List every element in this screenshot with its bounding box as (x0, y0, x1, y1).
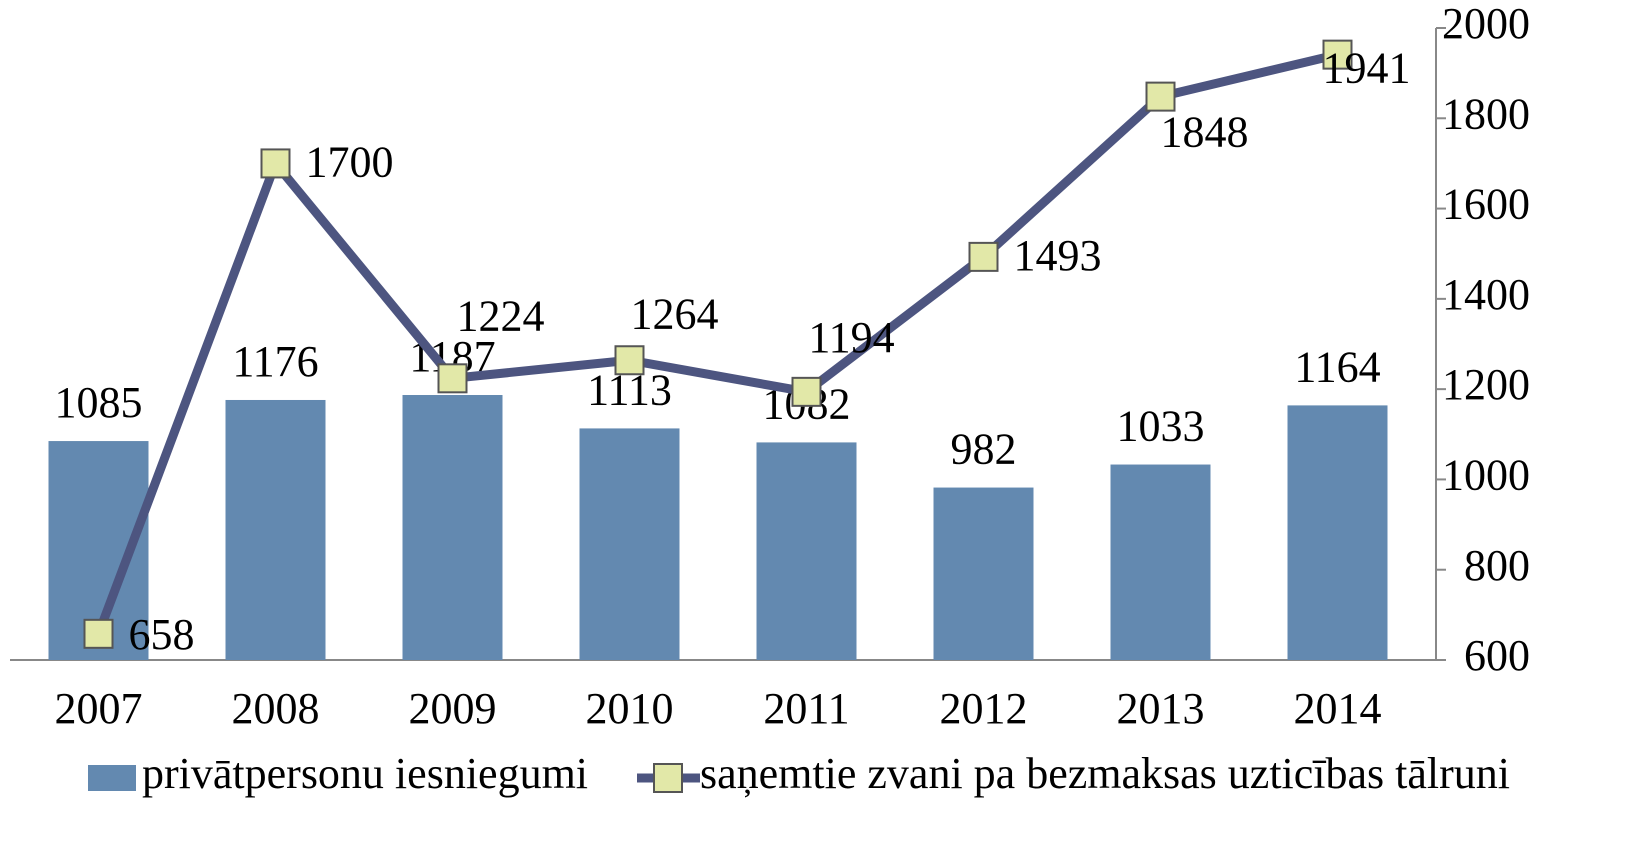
legend-swatch (88, 765, 136, 791)
bar (1110, 464, 1211, 660)
line-value-label: 1194 (808, 313, 894, 362)
line-value-label: 1941 (1323, 44, 1411, 93)
legend-label: saņemtie zvani pa bezmaksas uzticības tā… (700, 749, 1510, 798)
legend-label: privātpersonu iesniegumi (142, 749, 588, 798)
y-tick-label: 1800 (1442, 89, 1530, 138)
bar (402, 395, 503, 660)
marker (260, 148, 291, 179)
bar-value-label: 982 (951, 425, 1017, 474)
y-tick-label: 800 (1464, 541, 1530, 590)
marker (614, 345, 645, 376)
line-value-label: 1848 (1161, 108, 1249, 157)
marker (437, 363, 468, 394)
marker (968, 241, 999, 272)
y-tick-label: 1200 (1442, 360, 1530, 409)
x-tick-label: 2011 (763, 684, 849, 733)
bar (933, 487, 1034, 660)
x-tick-label: 2013 (1117, 684, 1205, 733)
legend-marker (653, 763, 683, 793)
bar (225, 399, 326, 660)
bar-value-label: 1085 (55, 378, 143, 427)
x-tick-label: 2012 (940, 684, 1028, 733)
marker (1145, 81, 1176, 112)
y-tick-label: 600 (1464, 631, 1530, 680)
bar-value-label: 1033 (1117, 402, 1205, 451)
marker (83, 618, 114, 649)
x-tick-label: 2010 (586, 684, 674, 733)
x-tick-label: 2009 (409, 684, 497, 733)
y-tick-label: 1600 (1442, 180, 1530, 229)
marker (791, 376, 822, 407)
line-value-label: 1264 (631, 289, 719, 338)
x-tick-label: 2008 (232, 684, 320, 733)
bar-value-label: 1164 (1294, 342, 1380, 391)
bar (1287, 405, 1388, 660)
x-tick-label: 2007 (55, 684, 143, 733)
line (94, 50, 1339, 636)
bar (579, 428, 680, 660)
line-value-label: 1224 (457, 291, 545, 340)
bar-value-label: 1176 (232, 337, 318, 386)
x-tick-label: 2014 (1294, 684, 1382, 733)
line-value-label: 1700 (306, 138, 394, 187)
marker (1322, 39, 1353, 70)
line-value-label: 658 (129, 610, 195, 659)
bar (756, 442, 857, 660)
y-tick-label: 1000 (1442, 451, 1530, 500)
y-tick-label: 1400 (1442, 270, 1530, 319)
line-value-label: 1493 (1014, 231, 1102, 280)
y-tick-label: 2000 (1442, 0, 1530, 48)
